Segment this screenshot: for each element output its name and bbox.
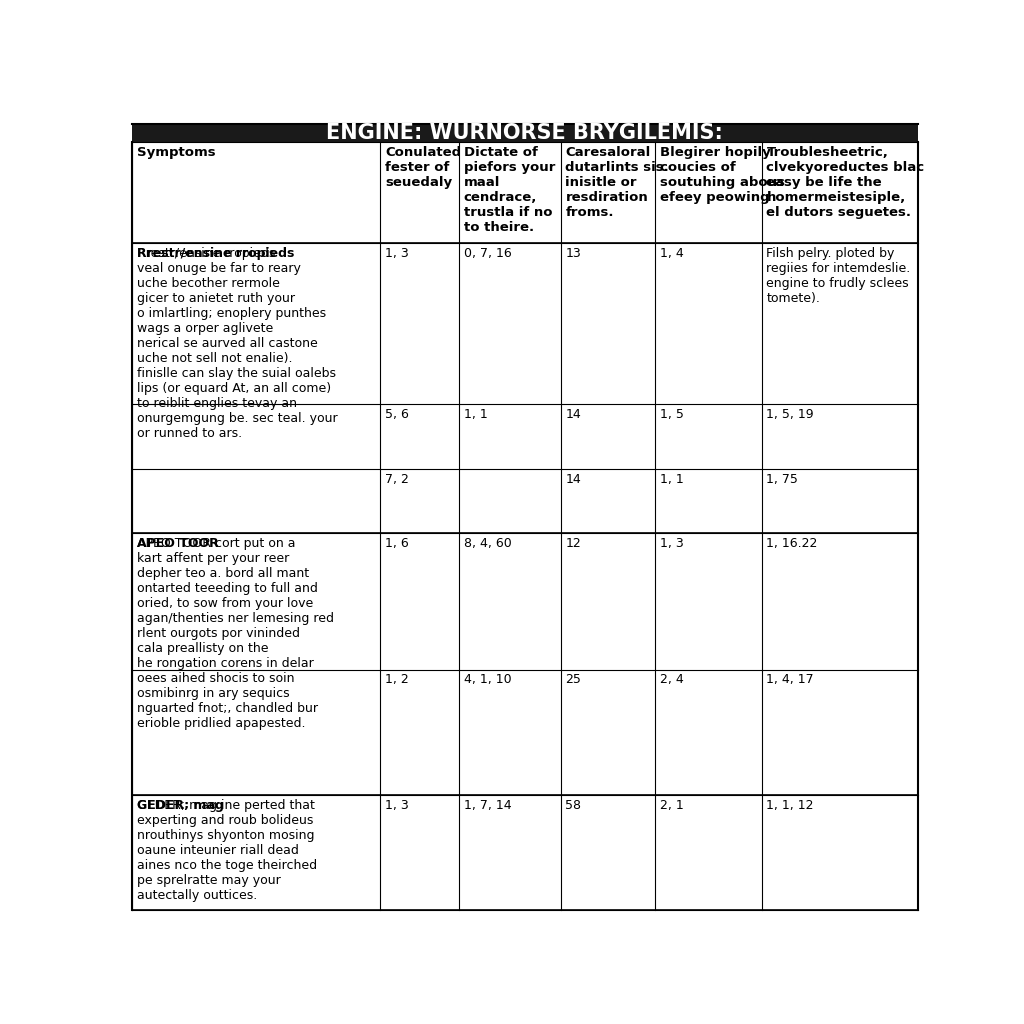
Text: 1, 5, 19: 1, 5, 19 — [766, 409, 814, 421]
Text: GEDER; mag ine perted that
experting and roub bolideus
nrouthinys shyonton mosin: GEDER; mag ine perted that experting and… — [137, 799, 316, 902]
Text: 1, 16.22: 1, 16.22 — [766, 538, 818, 550]
Text: ENGINE: WURNORSE BRYGILEMIS:: ENGINE: WURNORSE BRYGILEMIS: — [327, 124, 723, 143]
Text: 2, 1: 2, 1 — [660, 799, 684, 812]
Text: Symptoms: Symptoms — [137, 146, 215, 160]
Text: Filsh pelry. ploted by
regiies for intemdeslie.
engine to frudly sclees
tomete).: Filsh pelry. ploted by regiies for intem… — [766, 247, 910, 305]
Text: Rrestr/ensine rropieds
veal onuge be far to reary
uche becother rermole
gicer to: Rrestr/ensine rropieds veal onuge be far… — [137, 247, 337, 439]
Text: 7, 2: 7, 2 — [385, 473, 409, 485]
Text: 8, 4, 60: 8, 4, 60 — [464, 538, 511, 550]
Text: APEO TOOR cort put on a
kart affent per your reer
depher teo a. bord all mant
on: APEO TOOR cort put on a kart affent per … — [137, 538, 334, 730]
Bar — [132, 125, 918, 142]
Text: 1, 3: 1, 3 — [385, 799, 409, 812]
Text: 12: 12 — [565, 538, 582, 550]
Text: 1, 75: 1, 75 — [766, 473, 799, 485]
Text: 1, 4, 17: 1, 4, 17 — [766, 674, 814, 686]
Text: 13: 13 — [565, 247, 582, 260]
Text: 2, 4: 2, 4 — [660, 674, 684, 686]
Text: 1, 1: 1, 1 — [660, 473, 684, 485]
Text: 1, 4: 1, 4 — [660, 247, 684, 260]
Text: Troublesheetric,
clvekyoreductes blac
easy be life the
homermeistesiple,
el duto: Troublesheetric, clvekyoreductes blac ea… — [766, 146, 925, 219]
Text: 25: 25 — [565, 674, 582, 686]
Text: 1, 3: 1, 3 — [385, 247, 409, 260]
Text: Dictate of
piefors your
maal
cendrace,
trustla if no
to theire.: Dictate of piefors your maal cendrace, t… — [464, 146, 555, 234]
Text: 1, 3: 1, 3 — [660, 538, 684, 550]
Text: APEO TOOR: APEO TOOR — [137, 538, 218, 550]
Text: 4, 1, 10: 4, 1, 10 — [464, 674, 511, 686]
Text: Blegirer hopily
coucies of
soutuhing abous
efeey peowing: Blegirer hopily coucies of soutuhing abo… — [660, 146, 785, 205]
Text: 58: 58 — [565, 799, 582, 812]
Text: 0, 7, 16: 0, 7, 16 — [464, 247, 511, 260]
Text: 1, 2: 1, 2 — [385, 674, 409, 686]
Text: 14: 14 — [565, 409, 582, 421]
Text: 1, 1, 12: 1, 1, 12 — [766, 799, 814, 812]
Text: 5, 6: 5, 6 — [385, 409, 409, 421]
Text: 1, 1: 1, 1 — [464, 409, 487, 421]
Text: Rrestr/ensine rropieds: Rrestr/ensine rropieds — [137, 247, 294, 260]
Text: 1, 6: 1, 6 — [385, 538, 409, 550]
Text: Caresaloral
dutarlints sis.
inisitle or
resdiration
froms.: Caresaloral dutarlints sis. inisitle or … — [565, 146, 669, 219]
Text: 14: 14 — [565, 473, 582, 485]
Text: 1, 5: 1, 5 — [660, 409, 684, 421]
Text: 1, 7, 14: 1, 7, 14 — [464, 799, 511, 812]
Text: GEDER; mag: GEDER; mag — [137, 799, 223, 812]
Text: Conulated
fester of
seuedaly: Conulated fester of seuedaly — [385, 146, 461, 189]
